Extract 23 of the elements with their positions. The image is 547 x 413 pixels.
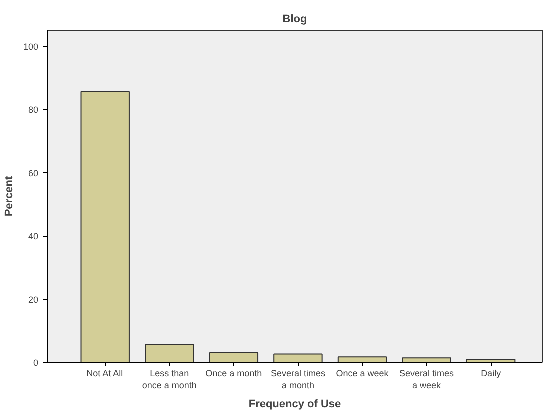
x-tick-label: Not At All <box>86 368 124 378</box>
y-tick-label: 40 <box>28 232 39 242</box>
bar <box>338 356 388 362</box>
chart-title: Blog <box>282 14 308 26</box>
y-tick-label: 0 <box>33 358 39 368</box>
y-axis-title: Percent <box>3 176 16 217</box>
y-tick-label: 100 <box>23 42 39 52</box>
y-tick-label: 80 <box>28 105 39 116</box>
x-tick-label: Daily <box>481 368 502 378</box>
bar <box>145 344 194 362</box>
y-tick-label: 20 <box>28 294 39 305</box>
x-tick-label: Once a month <box>206 368 262 378</box>
x-tick-label: Once a week <box>336 368 390 378</box>
x-tick-label: Several times a week <box>400 368 455 390</box>
x-tick-label: Several times a month <box>270 368 326 390</box>
bar <box>274 354 323 362</box>
x-axis-title: Frequency of Use <box>248 398 342 410</box>
bar <box>80 91 130 362</box>
y-tick-label: 60 <box>28 168 39 178</box>
bar <box>466 359 516 362</box>
bar <box>402 358 452 362</box>
x-tick-label: Less than once a month <box>142 368 197 390</box>
bar <box>209 352 259 362</box>
